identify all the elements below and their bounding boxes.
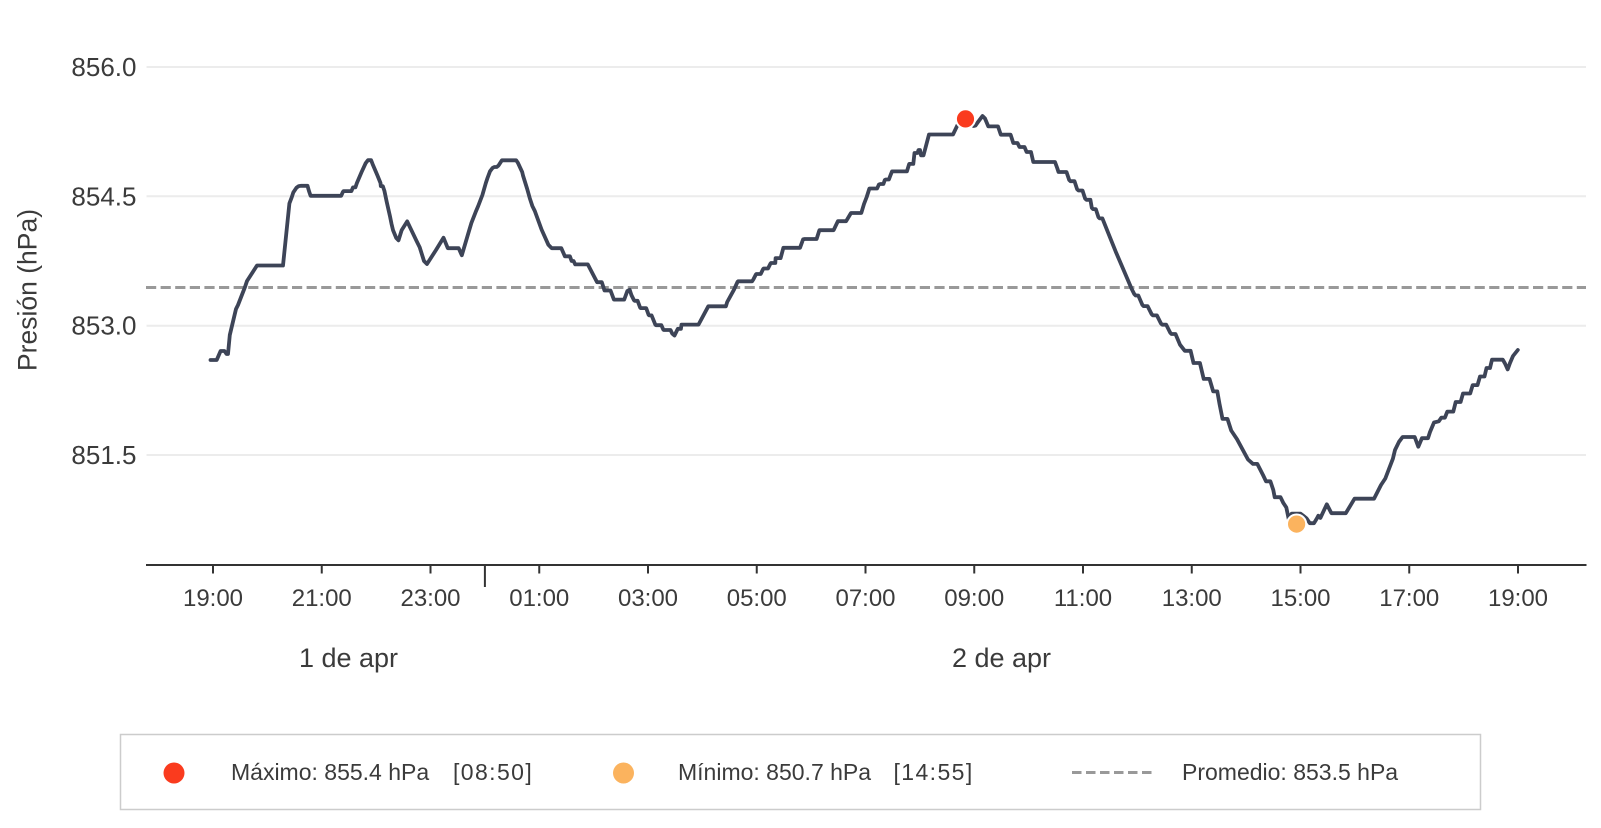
svg-text:Mínimo: 850.7 hPa: Mínimo: 850.7 hPa [678,759,871,785]
svg-text:Promedio: 853.5 hPa: Promedio: 853.5 hPa [1182,759,1398,785]
svg-text:11:00: 11:00 [1054,585,1112,612]
svg-text:17:00: 17:00 [1379,585,1439,612]
svg-text:19:00: 19:00 [183,585,243,612]
svg-text:856.0: 856.0 [71,52,136,82]
svg-text:853.0: 853.0 [71,311,136,341]
svg-text:[08:50]: [08:50] [453,759,533,785]
svg-text:15:00: 15:00 [1270,585,1330,612]
svg-text:01:00: 01:00 [509,585,569,612]
svg-text:13:00: 13:00 [1162,585,1222,612]
svg-text:09:00: 09:00 [944,585,1004,612]
svg-text:1 de apr: 1 de apr [299,643,398,673]
svg-text:851.5: 851.5 [71,440,136,470]
svg-text:23:00: 23:00 [400,585,460,612]
svg-text:Máximo: 855.4 hPa: Máximo: 855.4 hPa [231,759,429,785]
svg-text:07:00: 07:00 [835,585,895,612]
svg-text:19:00: 19:00 [1488,585,1548,612]
svg-text:21:00: 21:00 [292,585,352,612]
svg-text:854.5: 854.5 [71,181,136,211]
svg-text:[14:55]: [14:55] [894,759,974,785]
svg-text:03:00: 03:00 [618,585,678,612]
svg-text:Presión (hPa): Presión (hPa) [13,209,43,371]
svg-text:2 de apr: 2 de apr [952,643,1051,673]
svg-text:05:00: 05:00 [727,585,787,612]
